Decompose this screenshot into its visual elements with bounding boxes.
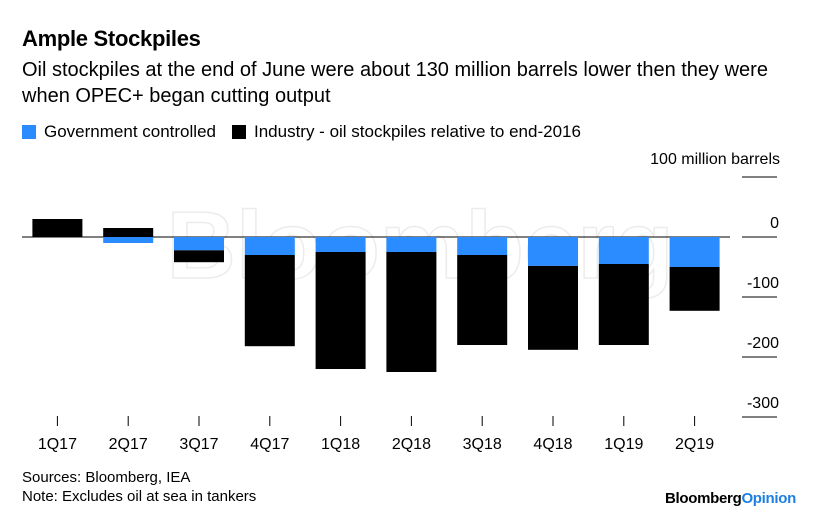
chart-title: Ample Stockpiles <box>22 26 201 51</box>
note-text: Note: Excludes oil at sea in tankers <box>22 488 257 505</box>
bar-industry <box>386 252 437 372</box>
legend-item-industry: Industry - oil stockpiles relative to en… <box>231 122 581 142</box>
x-tick-label: 1Q17 <box>38 436 77 453</box>
bar-industry <box>244 255 295 347</box>
bar-industry <box>598 264 649 345</box>
legend-item-government: Government controlled <box>22 122 216 142</box>
bar-industry <box>315 252 366 369</box>
x-tick-label: 1Q19 <box>604 436 643 453</box>
bar-industry <box>32 219 83 237</box>
y-tick-label: -100 <box>747 275 779 292</box>
bar-government <box>315 237 366 252</box>
bar-government <box>457 237 508 255</box>
bar-government <box>174 237 224 251</box>
bar-government <box>386 237 437 252</box>
bar-industry <box>174 250 224 263</box>
x-tick-label: 4Q17 <box>250 436 289 453</box>
x-tick-label: 3Q17 <box>179 436 218 453</box>
bar-government <box>103 237 154 243</box>
chart-subtitle: Oil stockpiles at the end of June were a… <box>22 59 768 107</box>
brand-accent: Opinion <box>741 490 796 507</box>
legend-swatch-industry <box>231 125 246 139</box>
bar-government <box>244 237 295 255</box>
source-note: Sources: Bloomberg, IEA Note: Excludes o… <box>22 468 256 506</box>
bar-industry <box>457 255 508 345</box>
y-tick-label: 0 <box>770 215 779 232</box>
brand-logo: BloombergOpinion <box>665 490 796 507</box>
legend-label-industry: Industry - oil stockpiles relative to en… <box>253 122 581 141</box>
y-axis-unit-label: 100 million barrels <box>650 151 780 168</box>
bar-industry <box>528 265 578 350</box>
sources-text: Sources: Bloomberg, IEA <box>22 469 191 486</box>
legend-label-government: Government controlled <box>44 122 216 141</box>
legend: Government controlled Industry - oil sto… <box>22 122 597 142</box>
x-tick-label: 2Q18 <box>392 436 431 453</box>
x-tick-label: 3Q18 <box>463 436 502 453</box>
x-tick-label: 4Q18 <box>533 436 572 453</box>
bar-industry <box>103 228 154 237</box>
y-tick-label: -200 <box>747 335 779 352</box>
x-tick-label: 2Q19 <box>675 436 714 453</box>
bar-government <box>528 237 578 266</box>
bar-industry <box>669 267 720 311</box>
brand-main: Bloomberg <box>664 490 742 507</box>
legend-swatch-government <box>22 125 36 139</box>
x-tick-label: 1Q18 <box>321 436 360 453</box>
x-tick-label: 2Q17 <box>109 436 148 453</box>
y-tick-label: -300 <box>747 395 779 412</box>
bar-government <box>669 237 720 267</box>
bar-government <box>598 237 649 264</box>
